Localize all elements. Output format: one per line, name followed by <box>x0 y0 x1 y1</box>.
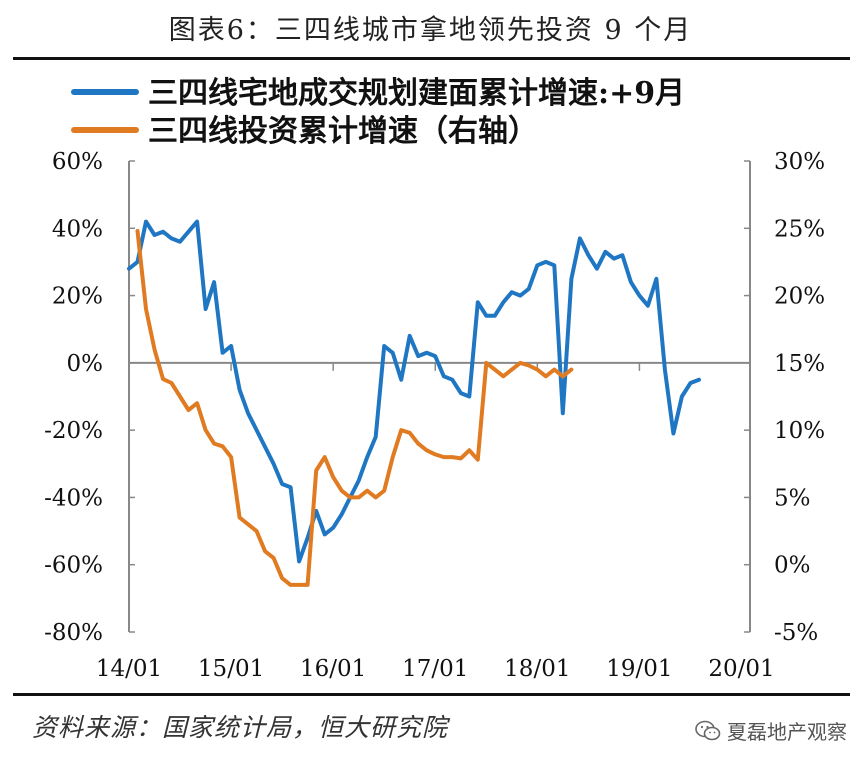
series-line-1 <box>127 219 701 564</box>
series-line-2 <box>135 229 574 587</box>
x-tick-label: 17/01 <box>402 656 468 682</box>
axes: 60% 40% 20% 0% -20% -40% -60% -80% 30% 25% 20% 15% 1… <box>44 149 825 682</box>
watermark: 夏磊地产观察 <box>695 716 847 745</box>
watermark-text: 夏磊地产观察 <box>727 720 847 744</box>
source-note: 资料来源：国家统计局，恒大研究院 <box>32 713 449 742</box>
series-group <box>127 219 701 587</box>
right-tick-label: 20% <box>774 284 825 310</box>
right-tick-label: 30% <box>774 149 825 175</box>
left-tick-label: 60% <box>52 149 103 175</box>
x-tick-label: 16/01 <box>300 656 366 682</box>
legend-label-1: 三四线宅地成交规划建面累计增速:+9月 <box>148 76 685 111</box>
x-tick-label: 18/01 <box>504 656 570 682</box>
legend-label-2: 三四线投资累计增速（右轴） <box>148 114 538 149</box>
left-tick-label: -20% <box>44 418 103 444</box>
top-rule <box>13 57 850 60</box>
x-tick-label: 20/01 <box>708 656 774 682</box>
left-tick-label: -60% <box>44 553 103 579</box>
wechat-icon <box>695 720 721 740</box>
bottom-rule <box>13 693 850 696</box>
left-tick-label: 20% <box>52 284 103 310</box>
x-tick-label: 19/01 <box>606 656 672 682</box>
chart-title: 图表6：三四线城市拿地领先投资 9 个月 <box>168 15 693 46</box>
right-tick-label: 10% <box>774 418 825 444</box>
right-tick-label: 15% <box>774 351 825 377</box>
left-tick-label: 40% <box>52 216 103 242</box>
left-tick-label: -40% <box>44 485 103 511</box>
x-tick-label: 15/01 <box>198 656 264 682</box>
right-tick-label: 25% <box>774 216 825 242</box>
left-tick-label: -80% <box>44 620 103 646</box>
x-tick-label: 14/01 <box>96 656 162 682</box>
left-tick-label: 0% <box>67 351 104 377</box>
right-tick-label: -5% <box>774 620 818 646</box>
right-tick-label: 5% <box>774 485 811 511</box>
right-tick-label: 0% <box>774 553 811 579</box>
